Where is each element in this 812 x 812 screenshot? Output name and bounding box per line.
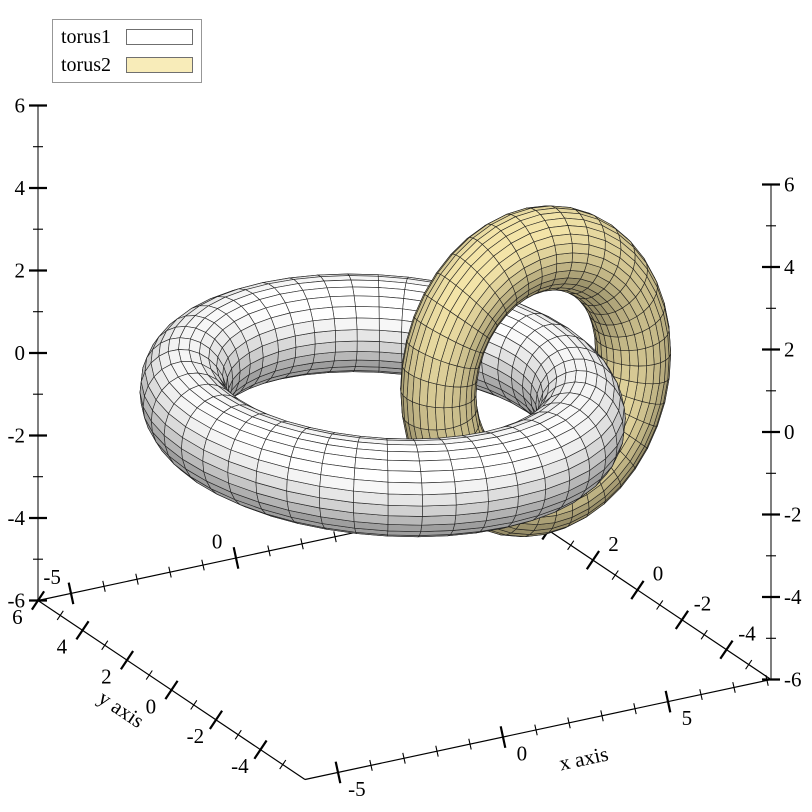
svg-text:4: 4	[57, 635, 68, 659]
svg-text:2: 2	[15, 259, 26, 283]
svg-text:2: 2	[608, 532, 619, 556]
svg-text:0: 0	[15, 341, 26, 365]
svg-text:0: 0	[517, 741, 528, 765]
svg-text:-4: -4	[738, 621, 756, 645]
svg-text:0: 0	[146, 694, 157, 718]
svg-text:4: 4	[15, 176, 26, 200]
svg-text:-5: -5	[43, 565, 61, 589]
legend: torus1 torus2	[52, 19, 202, 83]
svg-text:-4: -4	[8, 506, 26, 530]
svg-text:0: 0	[212, 530, 223, 554]
legend-item-torus2: torus2	[61, 55, 193, 75]
legend-swatch-torus1	[126, 29, 193, 46]
svg-text:0: 0	[784, 420, 795, 444]
legend-item-label: torus2	[61, 53, 111, 76]
legend-item-torus1: torus1	[61, 27, 193, 47]
svg-text:-6: -6	[8, 589, 26, 613]
svg-text:6: 6	[12, 605, 23, 629]
svg-text:0: 0	[653, 562, 664, 586]
svg-text:-2: -2	[8, 424, 26, 448]
svg-text:5: 5	[682, 706, 693, 730]
svg-text:2: 2	[101, 664, 112, 688]
svg-text:6: 6	[15, 94, 26, 118]
svg-text:y axis: y axis	[94, 685, 149, 733]
legend-item-label: torus1	[61, 26, 111, 49]
svg-text:2: 2	[784, 338, 795, 362]
svg-text:-4: -4	[784, 585, 802, 609]
legend-swatch-torus2	[126, 56, 193, 73]
svg-text:-2: -2	[784, 503, 802, 527]
svg-text:6: 6	[784, 173, 795, 197]
svg-text:4: 4	[784, 255, 795, 279]
svg-text:x axis: x axis	[557, 742, 611, 776]
surfaces-mesh	[139, 205, 672, 538]
svg-text:-4: -4	[231, 754, 249, 778]
svg-text:-5: -5	[348, 777, 366, 801]
axes: 66442200-2-2-4-4-6-6-5-5005566442200-2-2…	[8, 94, 802, 801]
svg-text:-2: -2	[694, 592, 712, 616]
svg-text:-6: -6	[784, 668, 802, 692]
svg-text:-2: -2	[187, 724, 205, 748]
